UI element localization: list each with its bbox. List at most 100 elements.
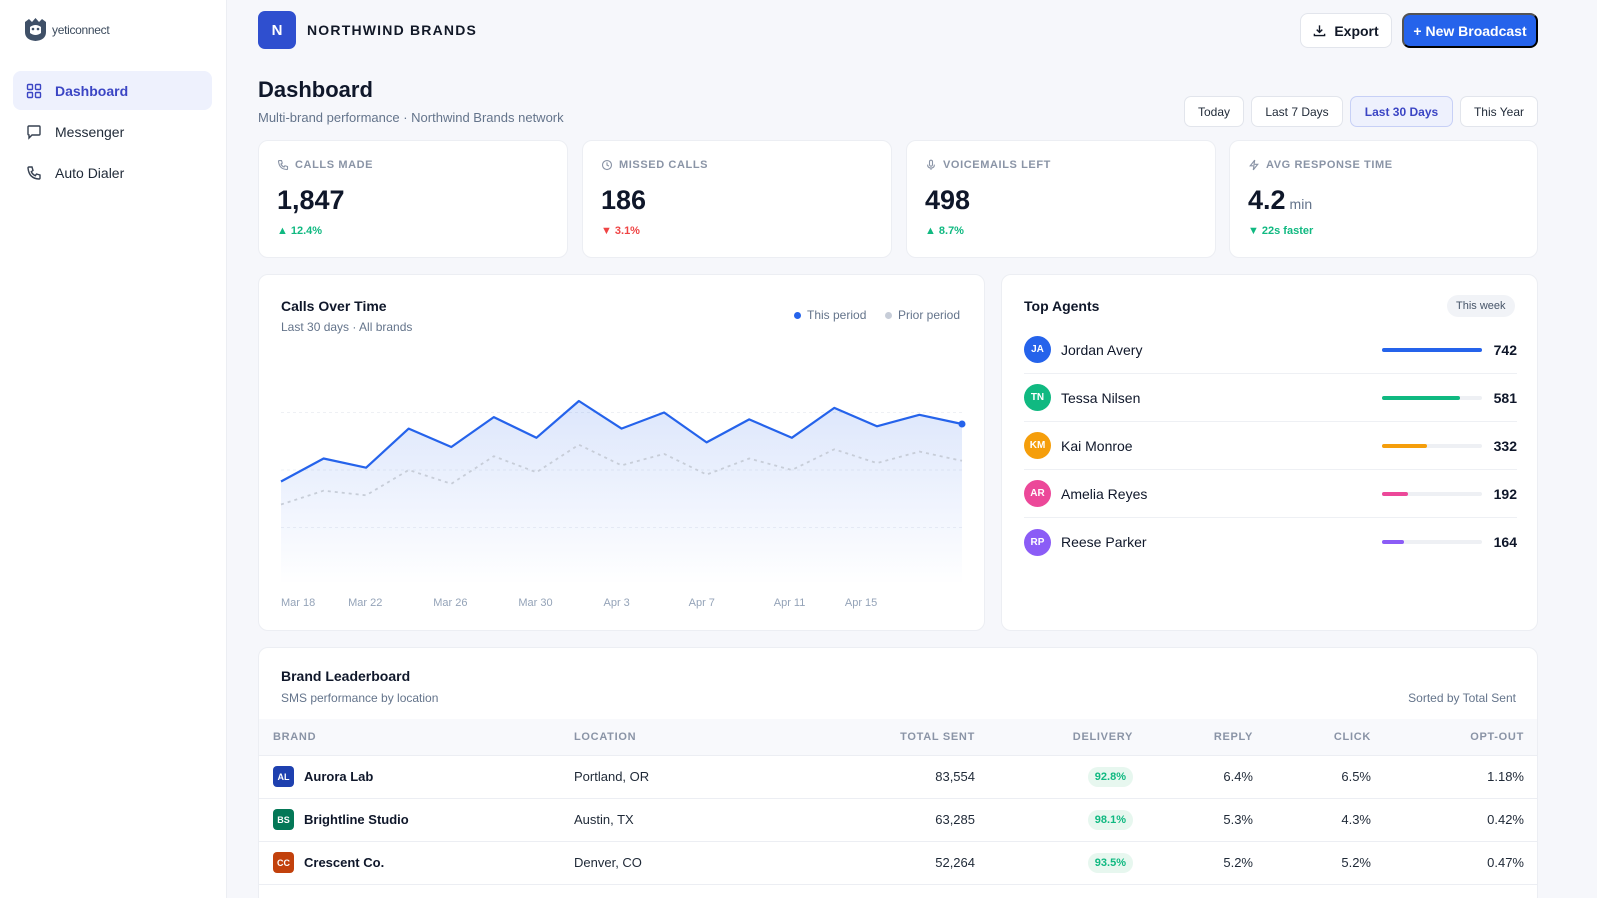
- stat-value-number: 1,847: [277, 185, 345, 215]
- range-last-30-days-button[interactable]: Last 30 Days: [1350, 96, 1453, 127]
- this-period-line: [280, 399, 963, 483]
- click-cell: 6.5%: [1253, 755, 1371, 799]
- stat-card-voicemails-left: VOICEMAILS LEFT 498 ▲ 8.7%: [906, 140, 1216, 258]
- chart-subtitle: Last 30 days · All brands: [281, 320, 413, 334]
- triangle-down-icon: ▼: [601, 225, 612, 237]
- brand-badge[interactable]: N: [258, 11, 296, 49]
- legend-prior-period[interactable]: Prior period: [885, 308, 960, 322]
- stat-value: 498: [925, 185, 970, 216]
- leaderboard-subtitle: SMS performance by location: [281, 691, 439, 705]
- avatar: RP: [1024, 528, 1051, 556]
- reply-cell: 6.4%: [1133, 755, 1253, 799]
- message-icon: [27, 124, 41, 140]
- sidebar-item-label: Auto Dialer: [55, 164, 125, 181]
- agent-row[interactable]: AR Amelia Reyes 192: [1024, 470, 1517, 518]
- avatar: TN: [1024, 384, 1051, 411]
- table-row[interactable]: BS Brightline Studio Austin, TX 63,285 9…: [259, 798, 1537, 842]
- column-header-opt-out[interactable]: OPT-OUT: [1371, 719, 1537, 756]
- table-row[interactable]: CC Crescent Co. Denver, CO 52,264 93.5% …: [259, 841, 1537, 885]
- range-today-button[interactable]: Today: [1184, 96, 1244, 127]
- agent-progress-track: [1382, 540, 1482, 544]
- click-cell: 5.2%: [1253, 841, 1371, 885]
- phone-icon: [277, 159, 289, 171]
- stat-card-missed-calls: MISSED CALLS 186 ▼ 3.1%: [582, 140, 892, 258]
- reply-cell: 5.2%: [1133, 841, 1253, 885]
- stat-value: 186: [601, 185, 646, 216]
- stat-value-number: 4.2: [1248, 185, 1286, 215]
- sidebar-item-dashboard[interactable]: Dashboard: [13, 71, 212, 110]
- column-header-reply[interactable]: REPLY: [1133, 719, 1253, 756]
- export-button[interactable]: Export: [1300, 13, 1392, 48]
- range-last-7-days-button[interactable]: Last 7 Days: [1251, 96, 1343, 127]
- sidebar-item-auto-dialer[interactable]: Auto Dialer: [13, 153, 212, 192]
- brand-cell: CC Crescent Co.: [259, 841, 560, 885]
- range-this-year-button[interactable]: This Year: [1460, 96, 1538, 127]
- brand-cell-content: AL Aurora Lab: [273, 766, 560, 787]
- triangle-up-icon: ▲: [925, 225, 936, 237]
- legend-this-period[interactable]: This period: [794, 308, 866, 322]
- brand-cell: BS Brightline Studio: [259, 798, 560, 842]
- x-tick-label: Apr 7: [688, 597, 715, 609]
- agent-progress-bar: [1382, 443, 1427, 448]
- table-header-row: BRAND LOCATION TOTAL SENT DELIVERY REPLY…: [259, 719, 1537, 756]
- brand-name[interactable]: Aurora Lab: [304, 769, 374, 784]
- stat-label: VOICEMAILS LEFT: [925, 159, 1051, 171]
- stat-delta-text: 22s faster: [1261, 225, 1314, 237]
- column-header-delivery[interactable]: DELIVERY: [975, 719, 1133, 756]
- location-cell: Austin, TX: [560, 798, 760, 842]
- sidebar-item-label: Messenger: [55, 123, 125, 140]
- table-row[interactable]: AL Aurora Lab Portland, OR 83,554 92.8% …: [259, 755, 1537, 799]
- stat-label-text: AVG RESPONSE TIME: [1266, 159, 1393, 171]
- stat-label-text: CALLS MADE: [295, 159, 374, 171]
- agent-name: Reese Parker: [1061, 534, 1147, 550]
- calls-over-time-card: Calls Over Time Last 30 days · All brand…: [258, 274, 985, 631]
- x-tick-label: Apr 15: [844, 597, 878, 609]
- brand-cell: AL Aurora Lab: [259, 755, 560, 799]
- agent-row[interactable]: TN Tessa Nilsen 581: [1024, 374, 1517, 422]
- total-sent-cell: 52,264: [760, 841, 975, 885]
- stat-value: 4.2 min: [1248, 185, 1312, 216]
- calls-line-chart[interactable]: [259, 275, 986, 632]
- new-broadcast-button[interactable]: + New Broadcast: [1402, 13, 1538, 48]
- agent-call-count: 742: [1493, 341, 1517, 358]
- reply-cell: 5.3%: [1133, 798, 1253, 842]
- avatar: KM: [1024, 432, 1051, 459]
- stat-delta: ▼ 3.1%: [601, 225, 640, 237]
- agent-progress-track: [1382, 395, 1482, 400]
- agent-row[interactable]: RP Reese Parker 164: [1024, 518, 1517, 566]
- agent-row[interactable]: KM Kai Monroe 332: [1024, 422, 1517, 470]
- column-header-total-sent[interactable]: TOTAL SENT: [760, 719, 975, 756]
- top-agents-card: Top Agents This week JA Jordan Avery 742 TN…: [1001, 274, 1538, 631]
- brand-name[interactable]: NORTHWIND BRANDS: [307, 22, 478, 38]
- delivery-badge: 92.8%: [1087, 766, 1133, 787]
- brand-name[interactable]: Crescent Co.: [304, 855, 385, 870]
- stat-delta: ▼ 22s faster: [1248, 225, 1313, 237]
- stat-delta-text: 3.1%: [614, 225, 640, 237]
- agent-name: Tessa Nilsen: [1061, 389, 1141, 406]
- export-button-label: Export: [1334, 22, 1379, 39]
- brand-icon: AL: [273, 766, 294, 787]
- agent-row[interactable]: JA Jordan Avery 742: [1024, 326, 1517, 374]
- x-tick-label: Apr 11: [773, 597, 806, 609]
- column-header-location[interactable]: LOCATION: [560, 719, 760, 756]
- leaderboard-sort-label[interactable]: Sorted by Total Sent: [1408, 691, 1516, 705]
- sidebar-item-messenger[interactable]: Messenger: [13, 112, 212, 151]
- app-logo[interactable]: yeticonnect: [22, 16, 110, 43]
- leaderboard-title: Brand Leaderboard: [281, 668, 411, 684]
- mic-icon: [927, 159, 935, 170]
- period-pill[interactable]: This week: [1447, 295, 1515, 317]
- agent-name: Kai Monroe: [1061, 437, 1133, 454]
- column-header-brand[interactable]: BRAND: [259, 719, 560, 756]
- stat-label-text: VOICEMAILS LEFT: [943, 159, 1051, 171]
- clock-icon: [601, 159, 613, 171]
- brand-name[interactable]: Brightline Studio: [304, 812, 409, 827]
- top-agents-title: Top Agents: [1024, 298, 1100, 314]
- location-cell: Portland, OR: [560, 755, 760, 799]
- x-tick-label: Mar 30: [518, 597, 553, 609]
- legend-dot: [885, 311, 892, 319]
- agent-name: Amelia Reyes: [1061, 485, 1148, 502]
- this-period-point[interactable]: [958, 420, 966, 428]
- delivery-badge: 93.5%: [1087, 852, 1133, 873]
- brand-cell-content: CC Crescent Co.: [273, 852, 560, 873]
- column-header-click[interactable]: CLICK: [1253, 719, 1371, 756]
